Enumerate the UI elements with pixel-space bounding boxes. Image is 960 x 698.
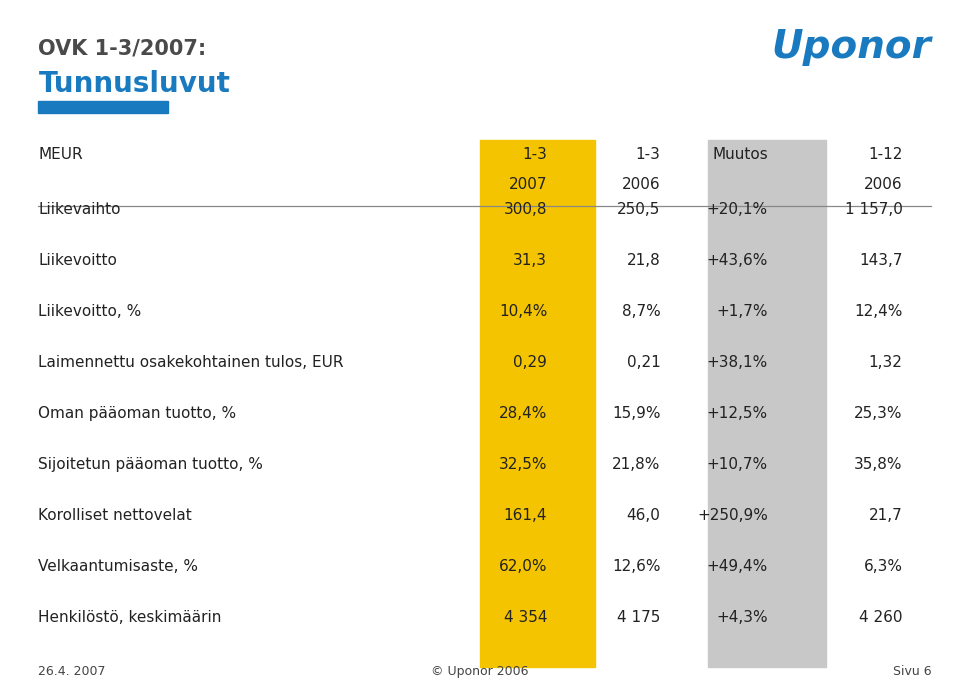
Text: 26.4. 2007: 26.4. 2007: [38, 665, 106, 678]
Text: 4 354: 4 354: [504, 610, 547, 625]
Text: Sivu 6: Sivu 6: [893, 665, 931, 678]
Text: +49,4%: +49,4%: [707, 559, 768, 574]
Text: 8,7%: 8,7%: [622, 304, 660, 319]
Text: 35,8%: 35,8%: [853, 457, 902, 472]
Text: +20,1%: +20,1%: [707, 202, 768, 217]
Text: Oman pääoman tuotto, %: Oman pääoman tuotto, %: [38, 406, 236, 421]
Text: OVK 1-3/2007:: OVK 1-3/2007:: [38, 38, 206, 59]
Text: 2007: 2007: [509, 177, 547, 191]
Text: 10,4%: 10,4%: [499, 304, 547, 319]
FancyBboxPatch shape: [708, 140, 826, 667]
Text: Liikevaihto: Liikevaihto: [38, 202, 121, 217]
Text: 25,3%: 25,3%: [853, 406, 902, 421]
Text: 143,7: 143,7: [859, 253, 902, 268]
Text: +250,9%: +250,9%: [697, 508, 768, 523]
Text: +12,5%: +12,5%: [707, 406, 768, 421]
Text: MEUR: MEUR: [38, 147, 83, 161]
Text: 4 260: 4 260: [859, 610, 902, 625]
Text: 161,4: 161,4: [504, 508, 547, 523]
Text: 12,6%: 12,6%: [612, 559, 660, 574]
Text: 250,5: 250,5: [617, 202, 660, 217]
Text: Tunnusluvut: Tunnusluvut: [38, 70, 230, 98]
Text: 2006: 2006: [622, 177, 660, 191]
Text: 15,9%: 15,9%: [612, 406, 660, 421]
Text: © Uponor 2006: © Uponor 2006: [431, 665, 529, 678]
Text: Korolliset nettovelat: Korolliset nettovelat: [38, 508, 192, 523]
FancyBboxPatch shape: [480, 140, 595, 667]
Text: +10,7%: +10,7%: [707, 457, 768, 472]
Text: Muutos: Muutos: [712, 147, 768, 161]
FancyBboxPatch shape: [38, 101, 168, 113]
Text: 0,29: 0,29: [514, 355, 547, 370]
Text: 62,0%: 62,0%: [498, 559, 547, 574]
Text: Sijoitetun pääoman tuotto, %: Sijoitetun pääoman tuotto, %: [38, 457, 263, 472]
Text: 4 175: 4 175: [617, 610, 660, 625]
Text: +1,7%: +1,7%: [716, 304, 768, 319]
Text: Laimennettu osakekohtainen tulos, EUR: Laimennettu osakekohtainen tulos, EUR: [38, 355, 344, 370]
Text: 0,21: 0,21: [627, 355, 660, 370]
Text: 6,3%: 6,3%: [863, 559, 902, 574]
Text: Liikevoitto, %: Liikevoitto, %: [38, 304, 142, 319]
Text: 21,7: 21,7: [869, 508, 902, 523]
Text: Uponor: Uponor: [772, 28, 931, 66]
Text: 21,8: 21,8: [627, 253, 660, 268]
Text: Velkaantumisaste, %: Velkaantumisaste, %: [38, 559, 199, 574]
Text: 28,4%: 28,4%: [499, 406, 547, 421]
Text: +38,1%: +38,1%: [707, 355, 768, 370]
Text: 1 157,0: 1 157,0: [845, 202, 902, 217]
Text: 1-3: 1-3: [522, 147, 547, 161]
Text: Liikevoitto: Liikevoitto: [38, 253, 117, 268]
Text: +4,3%: +4,3%: [716, 610, 768, 625]
Text: 2006: 2006: [864, 177, 902, 191]
Text: 46,0: 46,0: [627, 508, 660, 523]
Text: 1-3: 1-3: [636, 147, 660, 161]
Text: +43,6%: +43,6%: [707, 253, 768, 268]
Text: 1,32: 1,32: [869, 355, 902, 370]
Text: 300,8: 300,8: [504, 202, 547, 217]
Text: 31,3: 31,3: [514, 253, 547, 268]
Text: Henkilöstö, keskimäärin: Henkilöstö, keskimäärin: [38, 610, 222, 625]
Text: 1-12: 1-12: [868, 147, 902, 161]
Text: 32,5%: 32,5%: [498, 457, 547, 472]
Text: 12,4%: 12,4%: [854, 304, 902, 319]
Text: 21,8%: 21,8%: [612, 457, 660, 472]
